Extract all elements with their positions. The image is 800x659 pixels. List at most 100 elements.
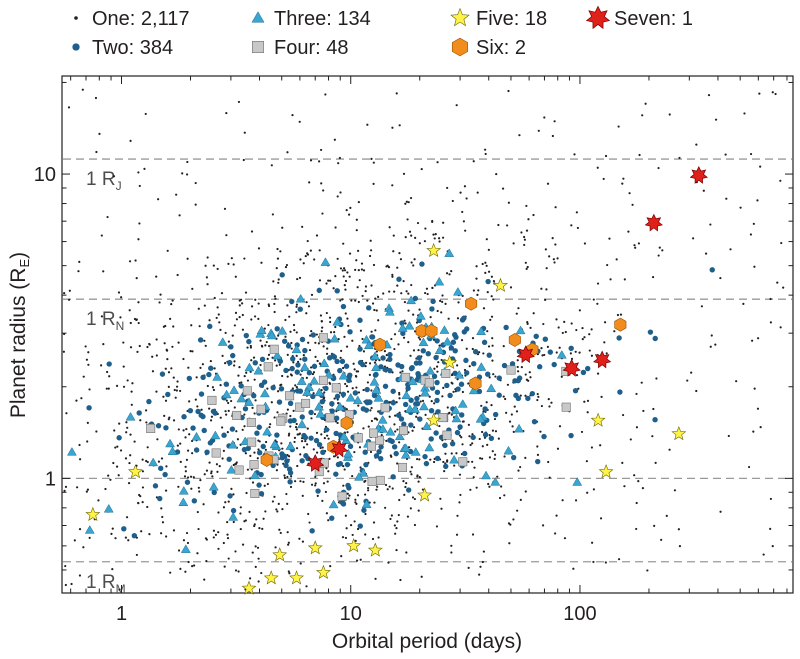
one-point xyxy=(337,402,340,405)
three-point xyxy=(363,340,374,349)
one-point xyxy=(315,431,319,434)
four-point xyxy=(398,425,408,435)
one-point xyxy=(769,497,773,501)
legend-item-five: Five: 18 xyxy=(450,7,547,30)
two-point xyxy=(390,400,396,406)
one-point xyxy=(342,465,345,468)
two-point xyxy=(501,362,508,369)
one-point xyxy=(237,570,240,573)
one-point xyxy=(406,515,410,518)
one-point xyxy=(77,270,80,273)
one-point xyxy=(111,527,114,530)
two-point xyxy=(121,526,127,532)
two-point xyxy=(503,324,509,331)
one-point xyxy=(85,358,89,361)
y-tick-label: 1 xyxy=(45,468,56,490)
one-point xyxy=(267,323,270,327)
one-point xyxy=(704,252,708,255)
one-point xyxy=(480,404,483,407)
two-point xyxy=(431,373,438,380)
one-point xyxy=(393,333,397,336)
one-point xyxy=(548,255,551,258)
one-point xyxy=(461,390,464,394)
three-point xyxy=(217,337,228,346)
one-point xyxy=(441,294,444,297)
one-point xyxy=(63,489,66,493)
one-point xyxy=(396,462,399,465)
one-point xyxy=(394,322,397,325)
three-point xyxy=(236,393,247,403)
two-point xyxy=(227,493,233,499)
one-point xyxy=(199,366,202,369)
one-point xyxy=(276,257,280,260)
one-point xyxy=(364,533,367,536)
two-point xyxy=(334,288,340,294)
one-point xyxy=(509,286,513,289)
two-point xyxy=(333,430,339,437)
one-point xyxy=(203,473,206,476)
one-point xyxy=(190,324,193,327)
one-point xyxy=(276,510,279,513)
one-point xyxy=(357,249,360,252)
one-point xyxy=(227,409,230,412)
one-point xyxy=(481,430,484,434)
one-point xyxy=(177,549,181,552)
one-point xyxy=(70,582,73,586)
one-point xyxy=(707,93,711,97)
four-point xyxy=(331,383,341,393)
one-point xyxy=(285,263,289,267)
one-point xyxy=(311,372,315,376)
one-point xyxy=(467,423,470,426)
one-point xyxy=(138,493,141,497)
one-point xyxy=(540,404,543,408)
one-point xyxy=(252,356,256,359)
one-point xyxy=(417,349,420,352)
one-point xyxy=(605,352,608,355)
one-point xyxy=(351,533,354,537)
one-point xyxy=(410,261,413,264)
one-point xyxy=(320,330,323,333)
one-point xyxy=(602,177,605,181)
legend-item-four: Four: 48 xyxy=(252,37,348,59)
one-point xyxy=(314,484,317,487)
one-point xyxy=(81,88,84,91)
three-point xyxy=(334,401,345,411)
one-point xyxy=(540,347,543,350)
three-point xyxy=(434,345,445,355)
one-point xyxy=(222,506,226,509)
three-point xyxy=(338,370,349,380)
one-point xyxy=(413,523,417,527)
one-point xyxy=(432,233,435,236)
one-point xyxy=(377,295,380,298)
one-point xyxy=(453,464,456,467)
two-point xyxy=(359,361,366,368)
two-point xyxy=(208,365,214,371)
one-point xyxy=(332,287,335,290)
one-point xyxy=(416,474,419,477)
one-point xyxy=(112,175,116,178)
one-point xyxy=(156,438,159,441)
one-point xyxy=(321,446,324,449)
one-point xyxy=(417,480,420,483)
reference-line-label: 1 RN xyxy=(86,309,124,333)
two-point xyxy=(302,347,308,354)
one-point xyxy=(244,452,247,455)
one-point xyxy=(187,560,190,564)
one-point xyxy=(405,482,408,485)
one-point xyxy=(348,494,351,497)
one-point xyxy=(410,473,413,476)
one-point xyxy=(617,558,621,561)
two-point xyxy=(454,429,461,436)
one-point xyxy=(356,527,360,531)
three-point xyxy=(397,323,408,332)
one-point xyxy=(369,249,373,252)
one-point xyxy=(185,458,189,461)
one-point xyxy=(458,501,461,504)
one-point xyxy=(312,448,315,451)
two-point xyxy=(464,326,470,332)
one-point xyxy=(661,249,664,252)
one-point xyxy=(194,181,197,185)
one-point xyxy=(287,543,290,546)
one-point xyxy=(407,292,410,295)
one-point xyxy=(141,458,144,461)
